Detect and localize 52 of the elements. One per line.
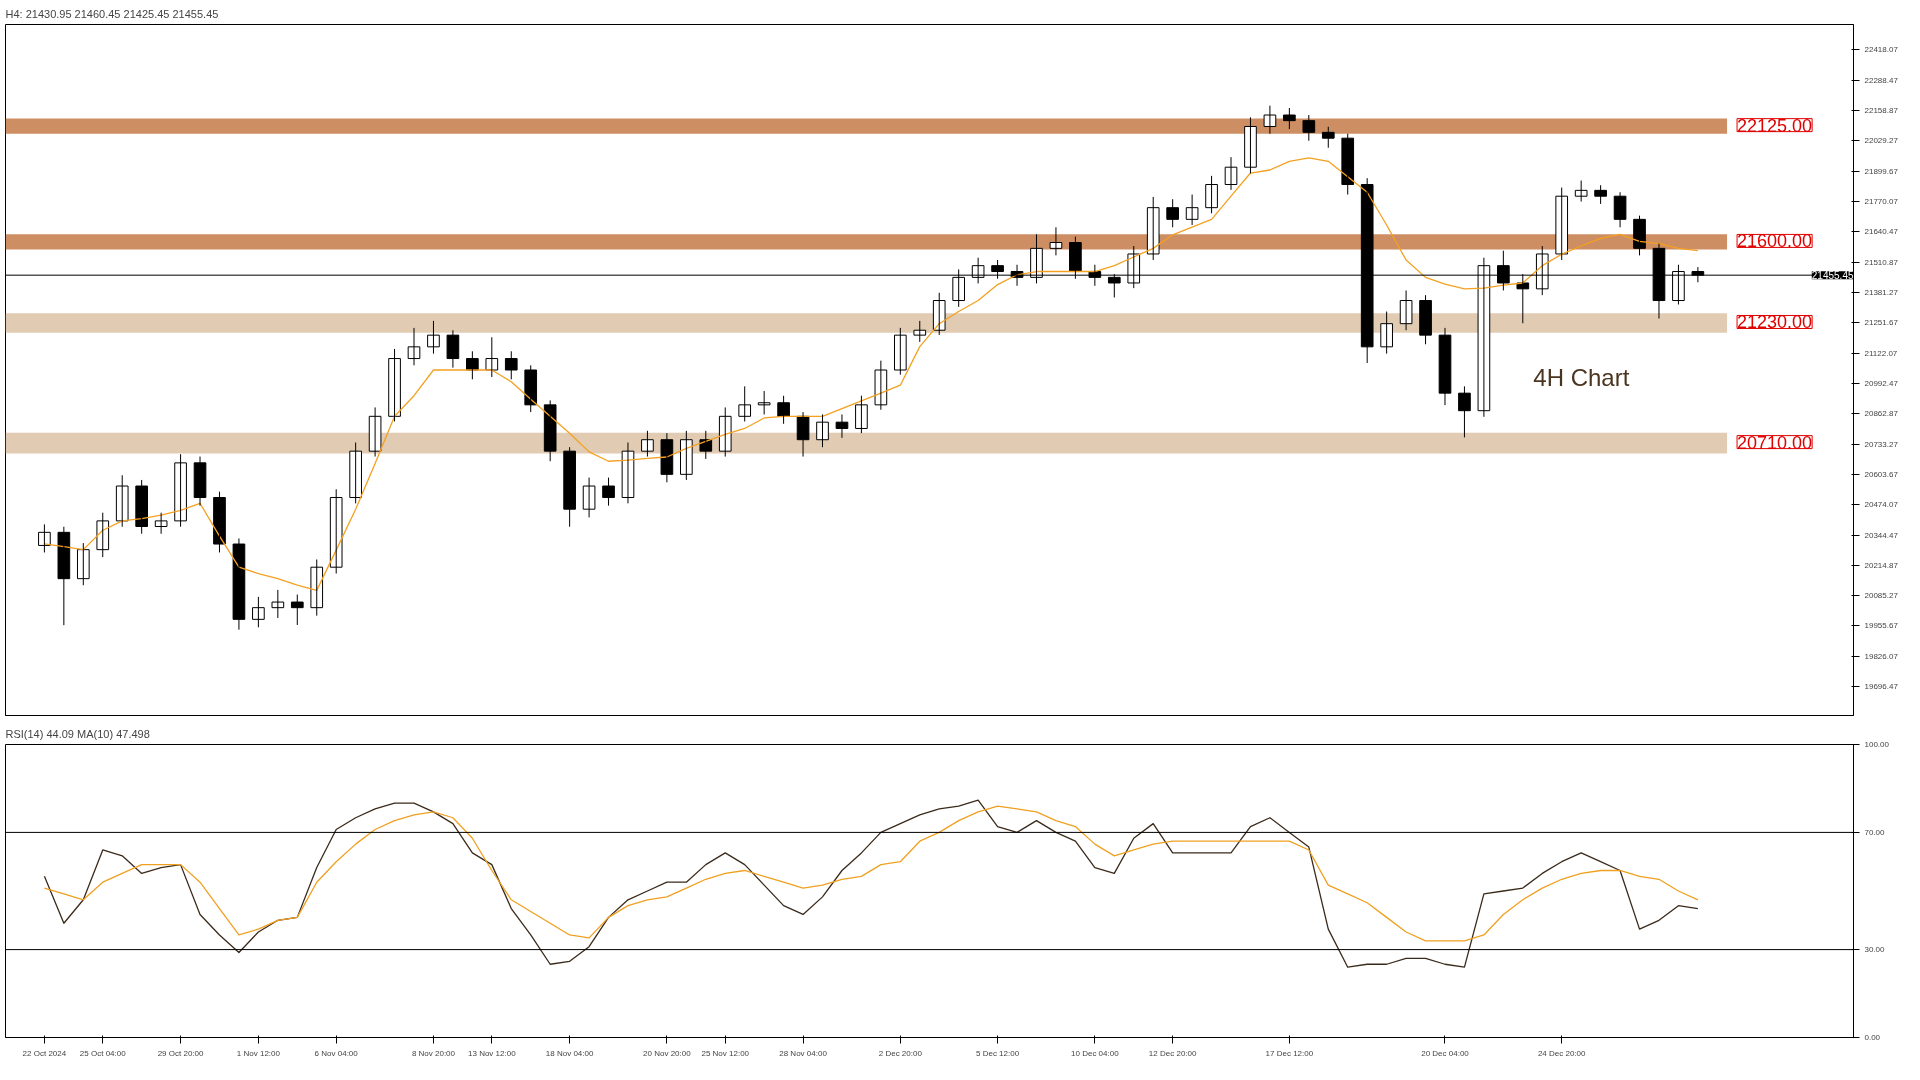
y-tick-label: 21899.67 bbox=[1864, 166, 1899, 176]
x-tick-label: 22 Oct 2024 bbox=[22, 1048, 67, 1058]
y-tick-label: 21640.47 bbox=[1864, 227, 1899, 237]
y-tick-label: 22288.47 bbox=[1864, 75, 1899, 85]
x-tick-label: 20 Nov 20:00 bbox=[643, 1048, 692, 1058]
y-tick-label: 0.00 bbox=[1864, 1033, 1881, 1042]
y-tick-label: 20862.87 bbox=[1864, 409, 1899, 419]
y-tick-label: 21770.07 bbox=[1864, 197, 1899, 207]
band-label: 21230.00 bbox=[1737, 312, 1813, 333]
x-tick-label: 5 Dec 12:00 bbox=[976, 1048, 1020, 1058]
chart-title: RSI(14) 44.09 MA(10) 47.498 bbox=[5, 727, 150, 740]
y-tick-label: 20214.87 bbox=[1864, 560, 1899, 570]
y-tick-label: 19955.67 bbox=[1864, 621, 1899, 631]
x-tick-label: 24 Dec 20:00 bbox=[1537, 1048, 1587, 1058]
annotation: 4H Chart bbox=[1533, 363, 1630, 391]
y-tick-label: 19826.07 bbox=[1864, 651, 1899, 661]
y-tick-label: 21251.67 bbox=[1864, 318, 1899, 328]
y-tick-label: 70.00 bbox=[1864, 827, 1886, 837]
x-tick-label: 13 Nov 12:00 bbox=[468, 1048, 517, 1058]
y-tick-label: 21122.07 bbox=[1864, 348, 1898, 358]
band-label: 22125.00 bbox=[1737, 115, 1813, 136]
y-tick-label: 20344.47 bbox=[1864, 530, 1899, 540]
x-tick-label: 28 Nov 04:00 bbox=[779, 1048, 828, 1058]
y-tick-label: 22029.27 bbox=[1864, 136, 1899, 146]
y-tick-label: 20992.47 bbox=[1864, 378, 1899, 388]
y-tick-label: 100.00 bbox=[1864, 740, 1890, 749]
y-tick-label: 20474.07 bbox=[1864, 500, 1899, 510]
x-tick-label: 18 Nov 04:00 bbox=[545, 1048, 594, 1058]
x-tick-label: 29 Oct 20:00 bbox=[157, 1048, 205, 1058]
y-tick-label: 19696.47 bbox=[1864, 682, 1899, 692]
y-tick-label: 22158.87 bbox=[1864, 106, 1899, 116]
y-tick-label: 21510.87 bbox=[1864, 257, 1899, 267]
x-tick-label: 1 Nov 12:00 bbox=[236, 1048, 281, 1058]
x-tick-label: 8 Nov 20:00 bbox=[411, 1048, 456, 1058]
band-label: 21600.00 bbox=[1737, 231, 1813, 252]
x-tick-label: 6 Nov 04:00 bbox=[314, 1048, 359, 1058]
ref-line-label: 21455.45 bbox=[1811, 270, 1854, 282]
x-tick-label: 2 Dec 20:00 bbox=[878, 1048, 923, 1058]
x-tick-label: 25 Nov 12:00 bbox=[701, 1048, 750, 1058]
y-tick-label: 20733.27 bbox=[1864, 439, 1899, 449]
x-tick-label: 17 Dec 12:00 bbox=[1265, 1048, 1314, 1058]
y-tick-label: 22418.07 bbox=[1864, 45, 1899, 55]
chart-title: H4: 21430.95 21460.45 21425.45 21455.45 bbox=[5, 7, 219, 20]
y-tick-label: 30.00 bbox=[1864, 945, 1886, 955]
band-label: 20710.00 bbox=[1737, 432, 1813, 453]
x-tick-label: 12 Dec 20:00 bbox=[1148, 1048, 1197, 1058]
x-tick-label: 20 Dec 04:00 bbox=[1421, 1048, 1470, 1058]
y-tick-label: 20085.27 bbox=[1864, 591, 1899, 601]
x-tick-label: 25 Oct 04:00 bbox=[79, 1048, 127, 1058]
y-tick-label: 21381.27 bbox=[1864, 288, 1899, 298]
y-tick-label: 20603.67 bbox=[1864, 469, 1899, 479]
x-tick-label: 10 Dec 04:00 bbox=[1071, 1048, 1120, 1058]
